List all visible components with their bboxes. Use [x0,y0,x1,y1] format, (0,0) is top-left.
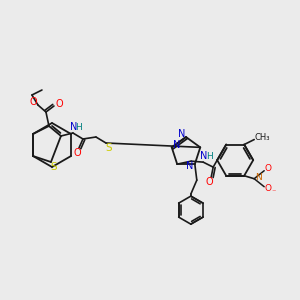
Text: CH₃: CH₃ [254,133,270,142]
Text: O: O [73,148,81,158]
Text: N: N [173,140,180,150]
Text: O: O [206,177,213,187]
Text: O: O [29,97,37,107]
Text: O: O [265,184,272,193]
Text: N: N [200,151,208,161]
Text: N: N [255,173,262,182]
Text: O: O [55,99,63,109]
Text: ⁻: ⁻ [271,187,275,196]
Text: O: O [265,164,272,173]
Text: N: N [178,129,186,139]
Text: H: H [206,152,213,160]
Text: S: S [106,143,112,153]
Text: H: H [76,122,82,131]
Text: S: S [51,162,57,172]
Text: N: N [186,161,194,171]
Text: N: N [70,122,78,132]
